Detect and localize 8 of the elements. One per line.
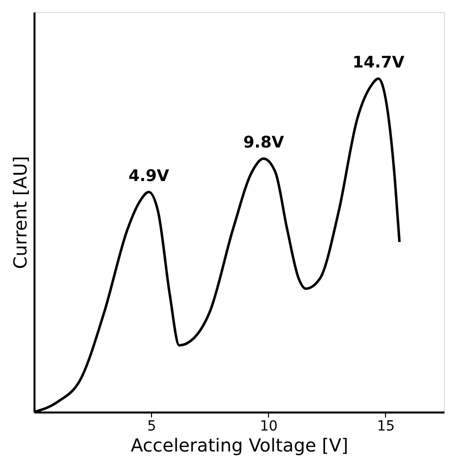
x-tick-label: 10 (260, 418, 278, 434)
y-axis-title: Current [AU] (10, 156, 32, 269)
annotation: 9.8V (243, 132, 285, 152)
x-tick-label: 5 (147, 418, 156, 434)
x-axis-title: Accelerating Voltage [V] (130, 436, 348, 456)
annotation: 4.9V (128, 166, 170, 185)
x-tick-label: 15 (377, 418, 395, 434)
annotation: 14.7V (352, 52, 405, 72)
